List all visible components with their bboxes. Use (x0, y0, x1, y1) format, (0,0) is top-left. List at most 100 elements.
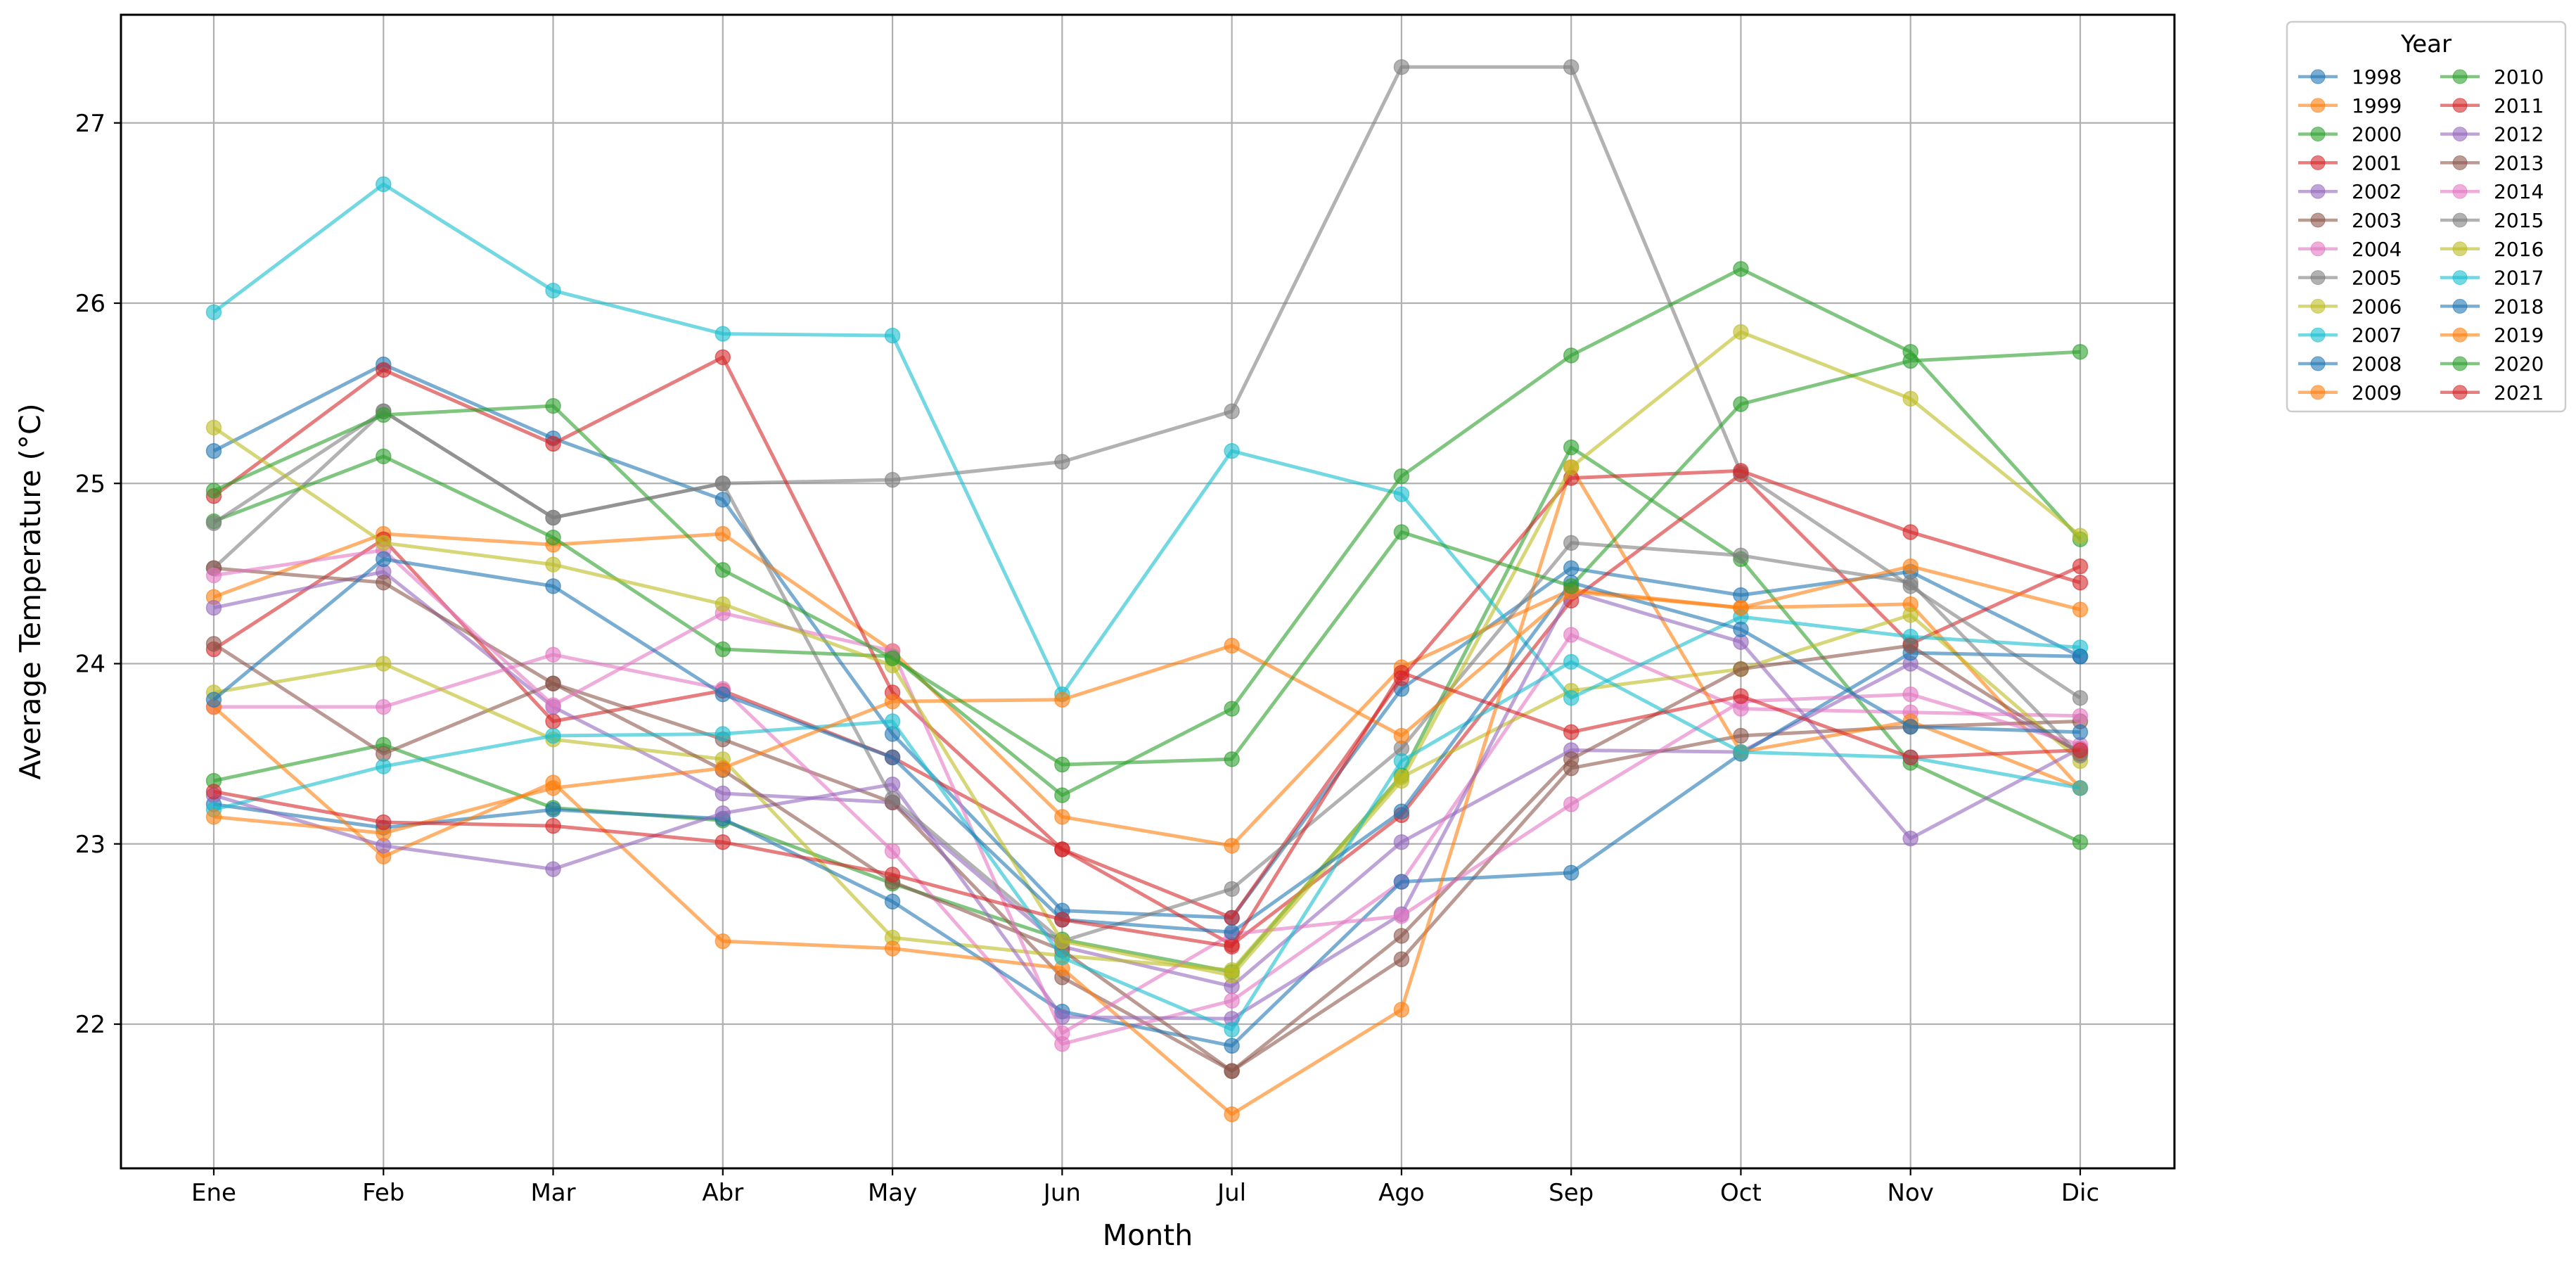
data-point (1902, 574, 1918, 591)
data-point (715, 785, 731, 802)
data-point (1733, 463, 1749, 479)
legend-label: 2006 (2352, 295, 2402, 318)
data-point (1902, 390, 1918, 407)
legend-marker (2452, 241, 2468, 257)
data-point (1054, 756, 1070, 773)
series-line-2010 (213, 267, 2082, 798)
data-point (1393, 524, 1410, 540)
x-tick-label: Abr (702, 1179, 743, 1207)
data-point (1224, 403, 1240, 419)
data-point (2072, 574, 2089, 591)
legend-marker (2452, 298, 2468, 314)
legend-item-1999: 1999 (2298, 94, 2402, 117)
data-point (1563, 751, 1579, 767)
data-point (545, 435, 561, 452)
data-point (1563, 535, 1579, 551)
data-point (2072, 343, 2089, 360)
x-tick-label: Nov (1888, 1179, 1934, 1207)
legend-marker (2452, 69, 2468, 84)
legend-marker (2452, 127, 2468, 142)
series-line-2005 (212, 65, 2082, 700)
data-point (545, 713, 561, 729)
series-2002 (205, 563, 2089, 995)
series-line-2015 (212, 409, 2082, 943)
legend-label: 1999 (2352, 94, 2402, 117)
data-point (1054, 1025, 1070, 1042)
data-point (545, 529, 561, 546)
data-point (2072, 528, 2089, 544)
series-line-2019 (213, 564, 2081, 835)
data-point (376, 574, 392, 591)
data-point (1563, 578, 1579, 594)
data-point (1054, 949, 1070, 966)
series-2021 (205, 665, 2089, 955)
data-point (884, 867, 901, 883)
data-point (1563, 59, 1579, 75)
data-point (1563, 864, 1579, 881)
data-point (1224, 751, 1240, 767)
data-point (1902, 524, 1918, 540)
data-point (715, 726, 731, 742)
data-point (1902, 749, 1918, 765)
legend-marker (2452, 356, 2468, 371)
data-point (1224, 967, 1240, 984)
legend-item-2007: 2007 (2298, 324, 2402, 347)
data-point (1054, 454, 1070, 470)
legend-label: 2019 (2494, 324, 2544, 347)
y-tick-label: 26 (75, 290, 105, 318)
data-point (205, 419, 222, 436)
x-tick-label: Mar (530, 1179, 575, 1207)
legend-item-2001: 2001 (2298, 151, 2402, 174)
data-point (884, 650, 901, 667)
data-point (715, 349, 731, 366)
legend-item-2009: 2009 (2298, 381, 2402, 404)
data-point (1393, 665, 1410, 681)
data-point (2072, 649, 2089, 665)
series-line-2017 (213, 660, 2081, 1032)
data-point (2072, 601, 2089, 618)
data-point (1733, 621, 1749, 638)
legend-marker (2310, 127, 2326, 142)
data-point (1563, 459, 1579, 475)
data-point (2072, 742, 2089, 758)
legend-item-2015: 2015 (2440, 209, 2544, 232)
data-point (1563, 439, 1579, 456)
legend-item-2016: 2016 (2440, 238, 2544, 261)
data-point (376, 656, 392, 672)
legend-item-2002: 2002 (2298, 180, 2402, 203)
series-line-2012 (213, 589, 2082, 1021)
data-point (715, 760, 731, 777)
data-point (715, 475, 731, 492)
x-tick-label: Jul (1216, 1179, 1246, 1207)
x-tick-label: Ago (1378, 1179, 1425, 1207)
data-point (2072, 708, 2089, 724)
data-point (1393, 468, 1410, 485)
plot-frame (120, 13, 2176, 1170)
legend-label: 2004 (2352, 238, 2402, 261)
legend-label: 2003 (2352, 209, 2402, 232)
data-point (1393, 772, 1410, 789)
data-point (205, 809, 222, 825)
legend-marker (2310, 241, 2326, 257)
data-point (1733, 599, 1749, 616)
legend-item-2020: 2020 (2440, 352, 2544, 376)
legend-label: 2001 (2352, 151, 2402, 174)
legend-label: 2012 (2494, 123, 2544, 146)
legend-title: Year (2400, 30, 2452, 58)
data-point (884, 471, 901, 488)
data-point (205, 567, 222, 584)
legend-label: 1998 (2352, 65, 2402, 89)
data-point (205, 636, 222, 652)
data-point (1224, 881, 1240, 898)
y-tick-label: 24 (75, 651, 105, 679)
x-axis-ticks: Ene Feb Mar Abr May Jun Jul Ago Sep Oct Nov Dic (191, 1168, 2099, 1207)
series-line-2013 (213, 566, 2082, 1073)
legend-label: 2008 (2352, 352, 2402, 376)
series-layer (205, 59, 2089, 1123)
legend-frame (2286, 20, 2567, 413)
data-point (715, 641, 731, 658)
data-point (545, 282, 561, 299)
legend-marker (2310, 356, 2326, 371)
legend-marker (2452, 327, 2468, 343)
